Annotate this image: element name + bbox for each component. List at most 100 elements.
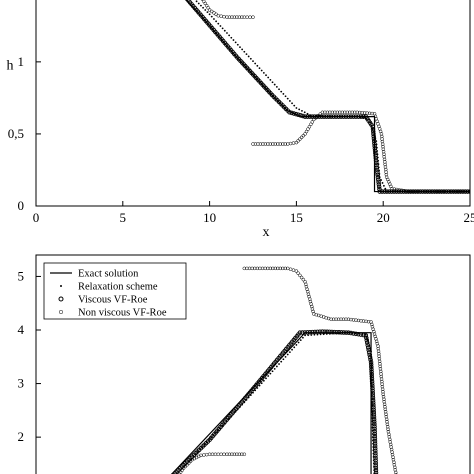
nonviscous-point [454, 189, 459, 194]
nonviscous-point [339, 317, 343, 322]
nonviscous-point [379, 372, 383, 376]
nonviscous-point [235, 452, 239, 457]
viscous-point [373, 155, 379, 161]
nonviscous-point [222, 452, 226, 457]
relaxation-point [262, 379, 265, 382]
series-nonviscous [242, 266, 398, 474]
nonviscous-point [370, 111, 374, 116]
nonviscous-point [314, 115, 318, 120]
nonviscous-point [299, 135, 304, 140]
relaxation-point [249, 57, 252, 60]
legend: Exact solution Relaxation scheme Viscous V… [43, 262, 187, 320]
nonviscous-point [352, 110, 357, 115]
nonviscous-point [372, 332, 377, 336]
viscous-point [374, 167, 380, 173]
viscous-point [339, 330, 344, 335]
nonviscous-point [378, 364, 382, 369]
nonviscous-point [245, 15, 249, 19]
nonviscous-point [309, 302, 313, 306]
viscous-point [373, 153, 378, 158]
viscous-point [376, 184, 382, 190]
nonviscous-point [407, 189, 411, 194]
viscous-point [372, 443, 378, 449]
nonviscous-point [381, 149, 386, 154]
viscous-point [434, 189, 440, 194]
plot-area [184, 0, 470, 194]
viscous-point [315, 329, 320, 335]
viscous-point [343, 330, 349, 335]
relaxation-point [295, 344, 298, 346]
nonviscous-point [379, 132, 384, 136]
nonviscous-point [251, 15, 255, 19]
nonviscous-point [273, 142, 278, 146]
nonviscous-point [202, 0, 206, 4]
viscous-point [369, 369, 374, 374]
viscous-point [368, 357, 373, 362]
viscous-point [356, 331, 361, 337]
relaxation-point [282, 358, 285, 361]
nonviscous-point [291, 141, 296, 145]
nonviscous-point [392, 463, 397, 467]
nonviscous-point [385, 177, 390, 182]
relaxation-point [282, 93, 285, 95]
viscous-point [389, 189, 394, 194]
nonviscous-point [263, 266, 267, 271]
viscous-point [373, 458, 378, 463]
series-exact-line [185, 0, 470, 193]
viscous-point [372, 426, 377, 432]
nonviscous-point [288, 141, 293, 146]
viscous-point [361, 114, 366, 119]
nonviscous-point [371, 327, 375, 331]
viscous-point [373, 150, 378, 156]
relaxation-point [197, 2, 200, 5]
viscous-point [321, 114, 327, 119]
nonviscous-point [364, 319, 368, 324]
viscous-point [371, 409, 376, 415]
y-tick-label: 0 [18, 198, 25, 213]
viscous-point [371, 136, 377, 141]
viscous-point [368, 359, 374, 365]
y-tick-label: 4 [18, 322, 25, 337]
nonviscous-point [294, 269, 299, 273]
x-tick-label: 5 [120, 210, 127, 225]
relaxation-point [217, 22, 220, 25]
relaxation-point [307, 334, 310, 337]
nonviscous-point [369, 322, 374, 327]
relaxation-point [215, 20, 218, 23]
nonviscous-point [388, 440, 392, 444]
nonviscous-point [349, 317, 353, 322]
viscous-point [436, 189, 442, 194]
y-tick-label: 1 [18, 54, 25, 69]
relaxation-point [280, 360, 283, 363]
nonviscous-point [340, 110, 345, 115]
relaxation-point [256, 387, 259, 389]
relaxation-point [204, 9, 207, 11]
nonviscous-point [263, 142, 268, 146]
nonviscous-point [384, 415, 389, 419]
nonviscous-point [261, 142, 265, 146]
nonviscous-point [291, 268, 296, 272]
nonviscous-point [378, 369, 383, 374]
nonviscous-point [380, 384, 385, 389]
viscous-point [371, 138, 377, 144]
nonviscous-point [308, 297, 312, 301]
viscous-point [371, 414, 377, 420]
viscous-point [375, 172, 380, 178]
legend-label: Relaxation scheme [78, 282, 158, 293]
viscous-point [363, 333, 369, 338]
nonviscous-point [375, 341, 380, 346]
viscous-point [305, 114, 310, 119]
nonviscous-point [381, 144, 385, 149]
viscous-point [370, 390, 375, 396]
series-nonviscous [200, 0, 255, 19]
nonviscous-point [306, 289, 310, 294]
nonviscous-point [266, 266, 270, 271]
viscous-point [373, 455, 378, 461]
viscous-point [370, 393, 376, 398]
viscous-point [358, 114, 364, 119]
nonviscous-point [247, 266, 252, 271]
viscous-point [384, 189, 390, 194]
relaxation-point [303, 111, 306, 114]
relaxation-point [219, 25, 222, 27]
relaxation-point [202, 6, 204, 9]
